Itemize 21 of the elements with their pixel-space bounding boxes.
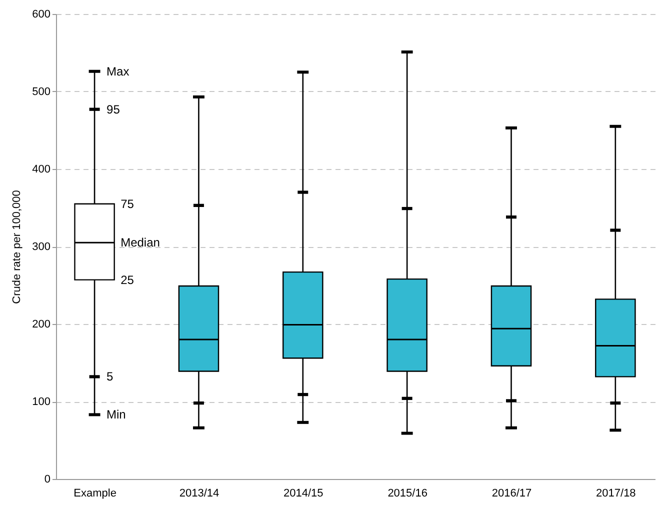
annotation: 95 xyxy=(106,102,120,116)
annotation: 5 xyxy=(106,370,114,384)
y-axis-title: Crude rate per 100,000 xyxy=(11,190,24,304)
y-tick-label: 200 xyxy=(32,318,50,330)
annotation: 75 xyxy=(120,196,134,211)
x-tick-label: 2014/15 xyxy=(284,488,324,500)
y-tick-label: 100 xyxy=(32,396,50,408)
annotation: Min xyxy=(106,408,126,422)
annotation: Max xyxy=(106,64,130,78)
y-tick-label: 0 xyxy=(44,474,50,486)
y-tick-label: 300 xyxy=(32,241,50,253)
y-tick-label: 600 xyxy=(32,8,50,20)
x-tick-label: Example xyxy=(74,488,116,500)
x-tick-label: 2016/17 xyxy=(492,488,532,500)
x-tick-label: 2015/16 xyxy=(388,488,428,500)
y-tick-label: 500 xyxy=(32,86,50,98)
annotation: Median xyxy=(120,236,160,250)
y-tick-label: 400 xyxy=(32,164,50,176)
x-tick-label: 2013/14 xyxy=(179,488,220,500)
x-tick-label: 2017/18 xyxy=(596,488,636,500)
annotation: 25 xyxy=(120,272,134,287)
